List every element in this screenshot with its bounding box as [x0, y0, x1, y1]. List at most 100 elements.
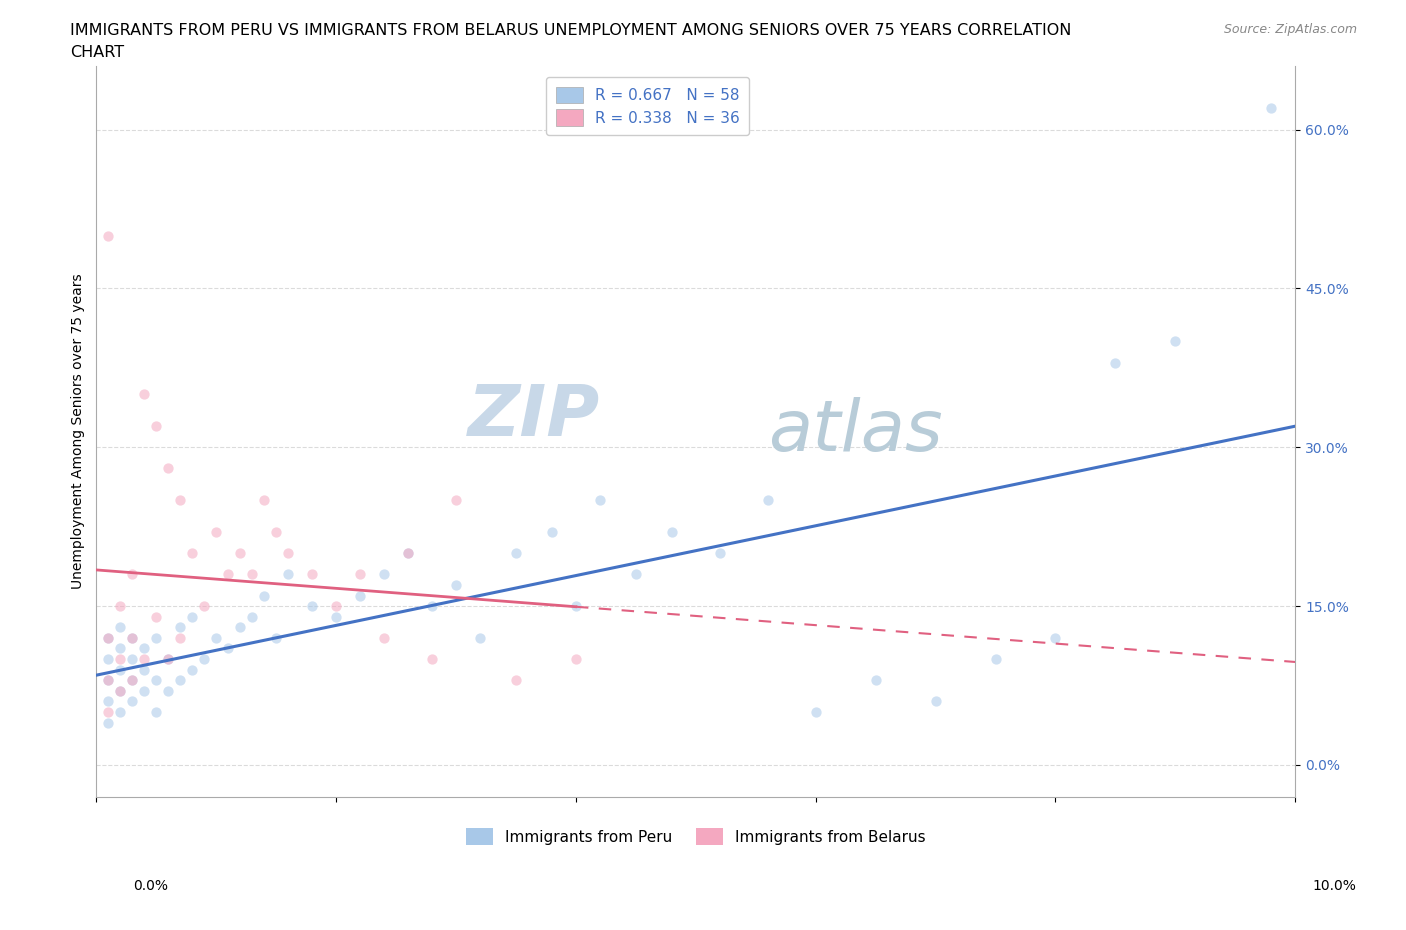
Point	[205, 525, 228, 539]
Point	[349, 567, 371, 582]
Text: CHART: CHART	[70, 45, 124, 60]
Point	[97, 715, 120, 730]
Point	[134, 662, 156, 677]
Point	[145, 631, 167, 645]
Point	[157, 652, 180, 667]
Point	[541, 525, 564, 539]
Point	[709, 546, 731, 561]
Point	[121, 631, 143, 645]
Point	[181, 546, 204, 561]
Point	[444, 493, 467, 508]
Point	[277, 567, 299, 582]
Point	[349, 588, 371, 603]
Point	[396, 546, 419, 561]
Point	[240, 609, 263, 624]
Point	[661, 525, 683, 539]
Point	[157, 461, 180, 476]
Point	[924, 694, 946, 709]
Point	[373, 567, 395, 582]
Point	[121, 672, 143, 687]
Point	[505, 672, 527, 687]
Point	[145, 418, 167, 433]
Point	[110, 652, 132, 667]
Point	[97, 631, 120, 645]
Point	[756, 493, 779, 508]
Point	[229, 619, 252, 634]
Point	[264, 631, 287, 645]
Point	[157, 652, 180, 667]
Point	[97, 228, 120, 243]
Point	[277, 546, 299, 561]
Point	[134, 684, 156, 698]
Legend: Immigrants from Peru, Immigrants from Belarus: Immigrants from Peru, Immigrants from Be…	[460, 822, 932, 851]
Point	[145, 672, 167, 687]
Point	[97, 672, 120, 687]
Text: 0.0%: 0.0%	[134, 879, 169, 893]
Point	[169, 631, 191, 645]
Point	[193, 599, 215, 614]
Point	[193, 652, 215, 667]
Point	[121, 672, 143, 687]
Point	[865, 672, 887, 687]
Point	[217, 567, 239, 582]
Text: ZIP: ZIP	[468, 382, 600, 451]
Point	[169, 619, 191, 634]
Point	[325, 609, 347, 624]
Point	[110, 684, 132, 698]
Point	[97, 705, 120, 720]
Point	[97, 694, 120, 709]
Point	[984, 652, 1007, 667]
Point	[110, 599, 132, 614]
Point	[565, 652, 588, 667]
Point	[301, 599, 323, 614]
Point	[1104, 355, 1126, 370]
Point	[804, 705, 827, 720]
Y-axis label: Unemployment Among Seniors over 75 years: Unemployment Among Seniors over 75 years	[72, 273, 86, 590]
Point	[205, 631, 228, 645]
Point	[145, 609, 167, 624]
Point	[110, 705, 132, 720]
Point	[157, 684, 180, 698]
Point	[134, 652, 156, 667]
Point	[110, 619, 132, 634]
Text: IMMIGRANTS FROM PERU VS IMMIGRANTS FROM BELARUS UNEMPLOYMENT AMONG SENIORS OVER : IMMIGRANTS FROM PERU VS IMMIGRANTS FROM …	[70, 23, 1071, 38]
Point	[97, 631, 120, 645]
Point	[420, 652, 443, 667]
Point	[589, 493, 612, 508]
Point	[1045, 631, 1067, 645]
Point	[420, 599, 443, 614]
Point	[217, 641, 239, 656]
Point	[373, 631, 395, 645]
Point	[253, 493, 276, 508]
Point	[264, 525, 287, 539]
Point	[97, 652, 120, 667]
Point	[240, 567, 263, 582]
Point	[396, 546, 419, 561]
Point	[253, 588, 276, 603]
Point	[110, 662, 132, 677]
Text: Source: ZipAtlas.com: Source: ZipAtlas.com	[1223, 23, 1357, 36]
Point	[624, 567, 647, 582]
Point	[1164, 334, 1187, 349]
Point	[468, 631, 491, 645]
Point	[110, 684, 132, 698]
Point	[110, 641, 132, 656]
Text: 10.0%: 10.0%	[1313, 879, 1357, 893]
Point	[181, 662, 204, 677]
Point	[121, 694, 143, 709]
Point	[121, 631, 143, 645]
Point	[301, 567, 323, 582]
Point	[565, 599, 588, 614]
Text: atlas: atlas	[768, 397, 942, 466]
Point	[1260, 101, 1282, 116]
Point	[145, 705, 167, 720]
Point	[325, 599, 347, 614]
Point	[121, 652, 143, 667]
Point	[97, 672, 120, 687]
Point	[444, 578, 467, 592]
Point	[169, 672, 191, 687]
Point	[134, 641, 156, 656]
Point	[169, 493, 191, 508]
Point	[505, 546, 527, 561]
Point	[229, 546, 252, 561]
